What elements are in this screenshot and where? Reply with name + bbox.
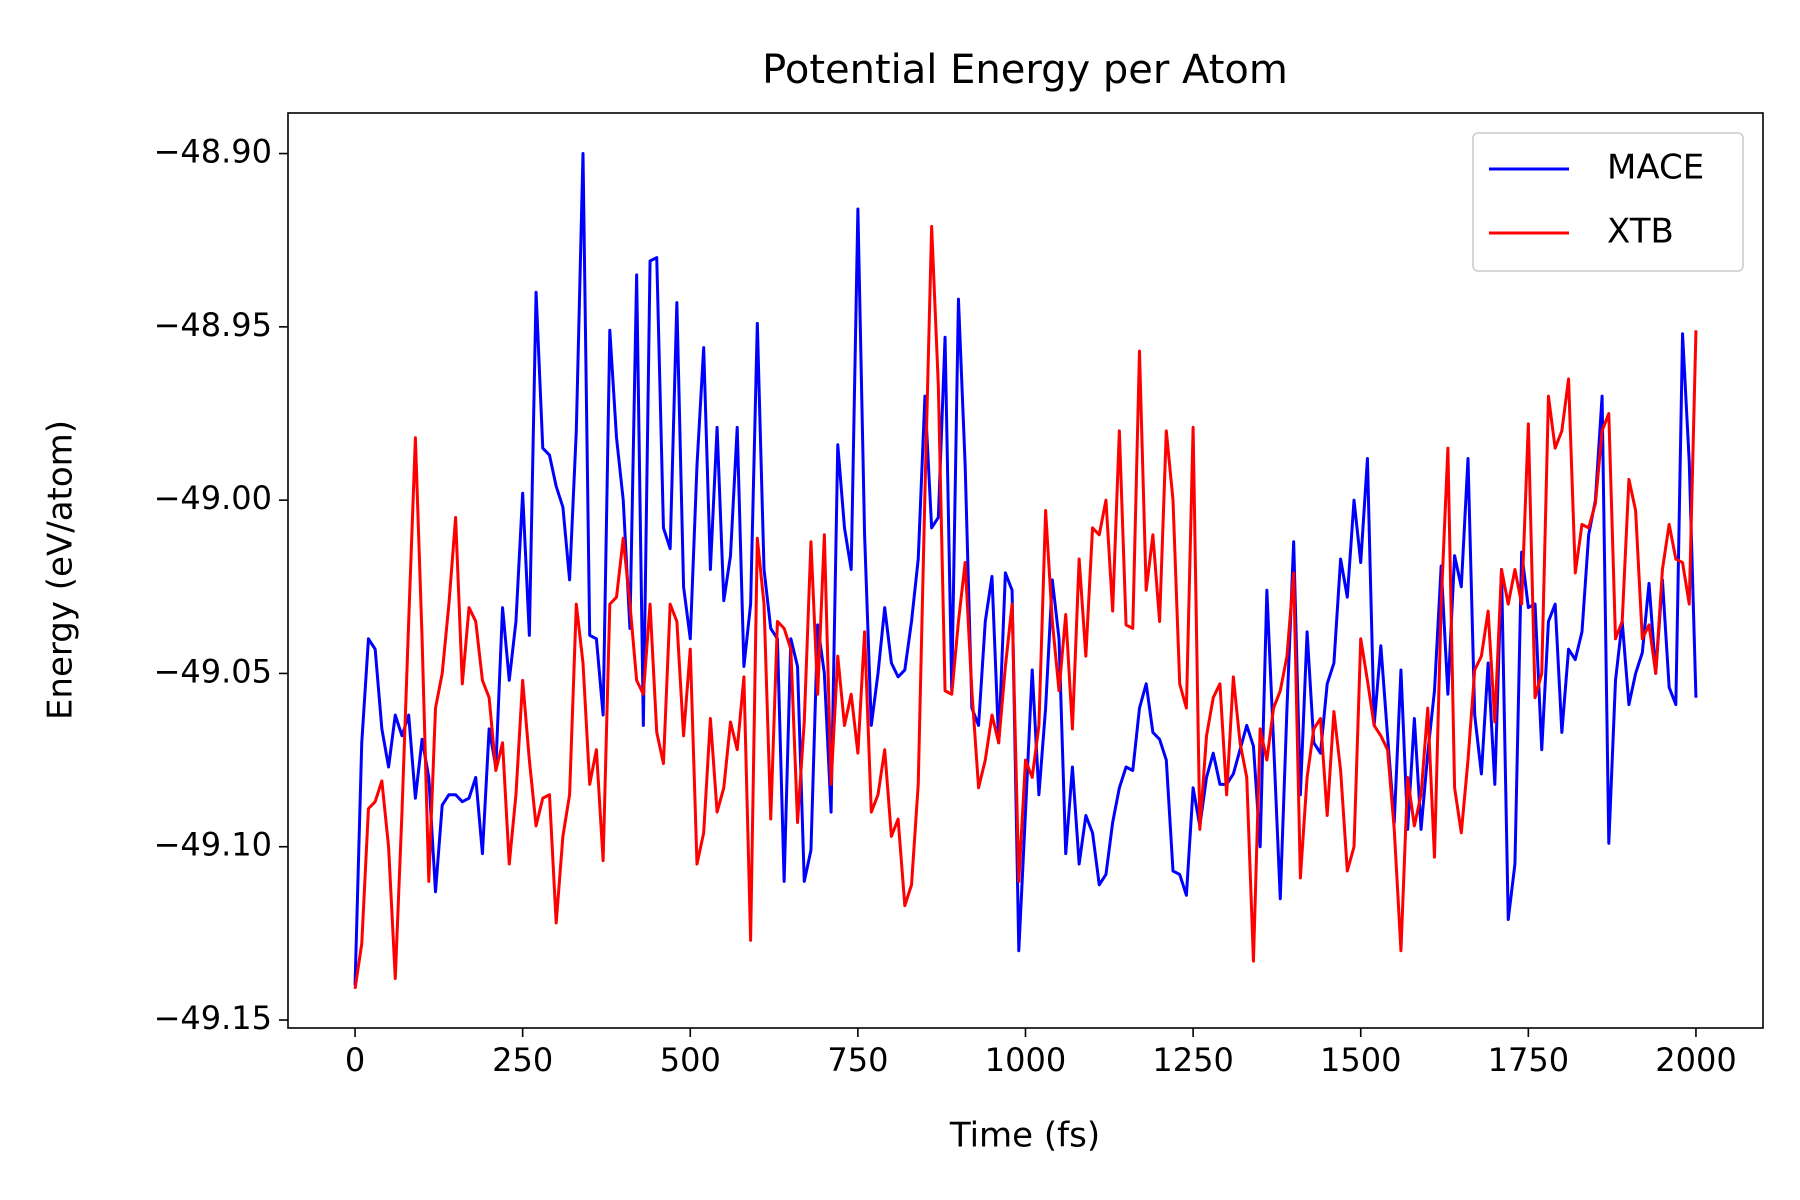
x-tick-label: 250 <box>492 1041 553 1079</box>
y-tick-label: −49.15 <box>154 999 272 1037</box>
legend-label: XTB <box>1607 212 1674 252</box>
x-tick-label: 0 <box>345 1041 365 1079</box>
x-tick-label: 2000 <box>1655 1041 1736 1079</box>
x-tick-label: 1250 <box>1152 1041 1233 1079</box>
legend-label: MACE <box>1607 148 1704 188</box>
series-line <box>353 152 1698 986</box>
y-tick-label: −48.90 <box>154 133 272 171</box>
x-tick-label: 750 <box>827 1041 888 1079</box>
x-tick-label: 500 <box>660 1041 721 1079</box>
plot-frame <box>287 112 1764 1029</box>
x-tick-label: 1500 <box>1320 1041 1401 1079</box>
x-tick-label: 1000 <box>985 1041 1066 1079</box>
y-tick-label: −48.95 <box>154 306 272 344</box>
y-tick-label: −49.05 <box>154 652 272 690</box>
y-tick-label: −49.00 <box>154 479 272 517</box>
x-tick-label: 1750 <box>1488 1041 1569 1079</box>
y-tick-label: −49.10 <box>154 826 272 864</box>
legend: MACE XTB <box>1472 132 1744 272</box>
series-line <box>353 224 1698 990</box>
chart-title: Potential Energy per Atom <box>762 47 1288 93</box>
y-axis-label: Energy (eV/atom) <box>41 420 81 720</box>
x-axis-label: Time (fs) <box>949 1116 1100 1156</box>
